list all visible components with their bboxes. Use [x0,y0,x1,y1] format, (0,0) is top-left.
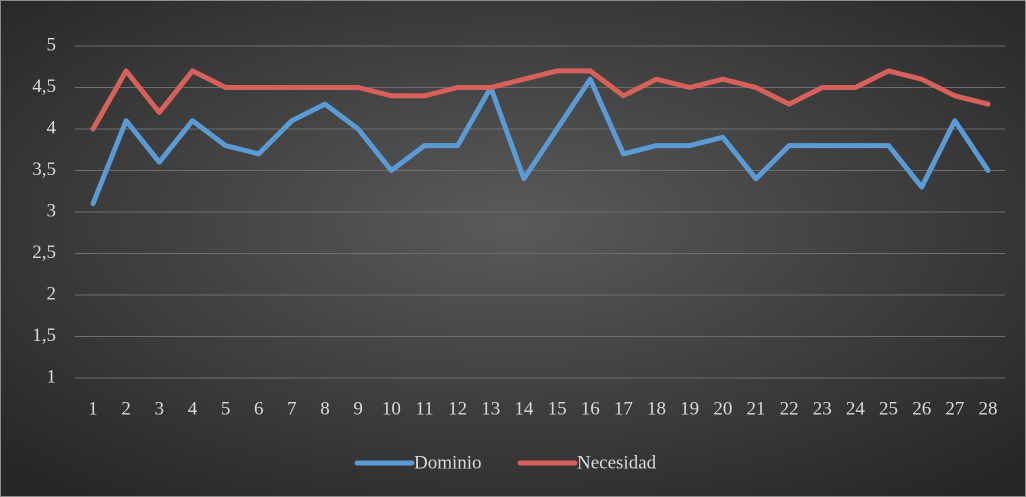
x-tick-label: 3 [155,398,165,419]
x-tick-label: 25 [879,398,898,419]
x-tick-label: 13 [481,398,500,419]
y-tick-label: 5 [47,34,57,55]
x-tick-label: 14 [514,398,534,419]
x-tick-label: 27 [945,398,964,419]
x-tick-label: 23 [813,398,832,419]
x-tick-label: 17 [614,398,633,419]
x-tick-label: 15 [548,398,567,419]
x-tick-label: 9 [353,398,363,419]
x-tick-label: 1 [88,398,98,419]
x-tick-label: 18 [647,398,666,419]
x-tick-label: 28 [979,398,998,419]
y-tick-label: 4 [47,117,57,138]
x-tick-label: 8 [320,398,330,419]
x-tick-label: 22 [780,398,799,419]
x-tick-label: 6 [254,398,264,419]
x-tick-label: 11 [415,398,433,419]
y-tick-label: 3 [47,200,57,221]
x-tick-label: 7 [287,398,297,419]
x-tick-label: 12 [448,398,467,419]
x-tick-label: 24 [846,398,866,419]
y-tick-label: 4,5 [32,76,56,97]
legend-label: Dominio [414,452,482,473]
y-tick-label: 2 [47,283,57,304]
x-tick-label: 16 [581,398,600,419]
series-line [90,76,991,207]
x-tick-label: 26 [912,398,931,419]
x-tick-label: 10 [382,398,401,419]
legend-label: Necesidad [577,452,657,473]
x-tick-label: 4 [188,398,198,419]
x-tick-label: 20 [713,398,732,419]
x-tick-label: 19 [680,398,699,419]
x-tick-label: 2 [121,398,131,419]
y-tick-label: 1,5 [32,325,56,346]
y-tick-label: 3,5 [32,159,56,180]
y-tick-label: 2,5 [32,242,56,263]
x-tick-label: 21 [746,398,765,419]
y-tick-label: 1 [47,366,57,387]
x-tick-label: 5 [221,398,231,419]
series-line [90,68,991,132]
